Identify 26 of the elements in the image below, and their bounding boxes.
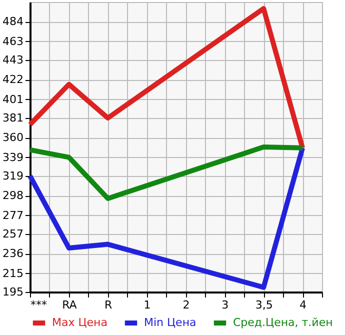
y-tick-label: 401 [2,92,24,106]
y-tick-label: 257 [2,228,24,240]
y-tick-label: 339 [2,150,24,164]
x-tick-label: 3 [222,298,229,312]
x-tick-label: *** [30,298,48,312]
x-tick-label: 1 [144,298,151,312]
legend-label: Max Цена [52,316,108,329]
y-tick-label: 360 [2,131,24,144]
y-tick-label: 277 [2,208,24,222]
legend-label: Min Цена [144,316,196,329]
y-tick-label: 443 [2,54,24,66]
y-tick-label: 298 [2,189,24,202]
x-tick-label: RA [62,298,78,312]
y-tick-label: 422 [2,73,24,86]
y-tick-label: 484 [2,15,24,28]
y-tick-label: 319 [2,170,24,182]
y-tick-label: 381 [2,112,24,124]
legend-label: Сред.Цена, т.йен [233,316,333,329]
y-tick-label: 463 [2,34,24,48]
x-tick-label: 2 [182,298,190,312]
x-tick-label: R [104,298,113,312]
y-tick-label: 236 [2,247,24,260]
x-tick-label: 3,5 [255,298,273,312]
y-tick-label: 215 [2,266,24,280]
x-tick-label: 4 [300,298,307,312]
y-tick-label: 195 [2,286,24,298]
